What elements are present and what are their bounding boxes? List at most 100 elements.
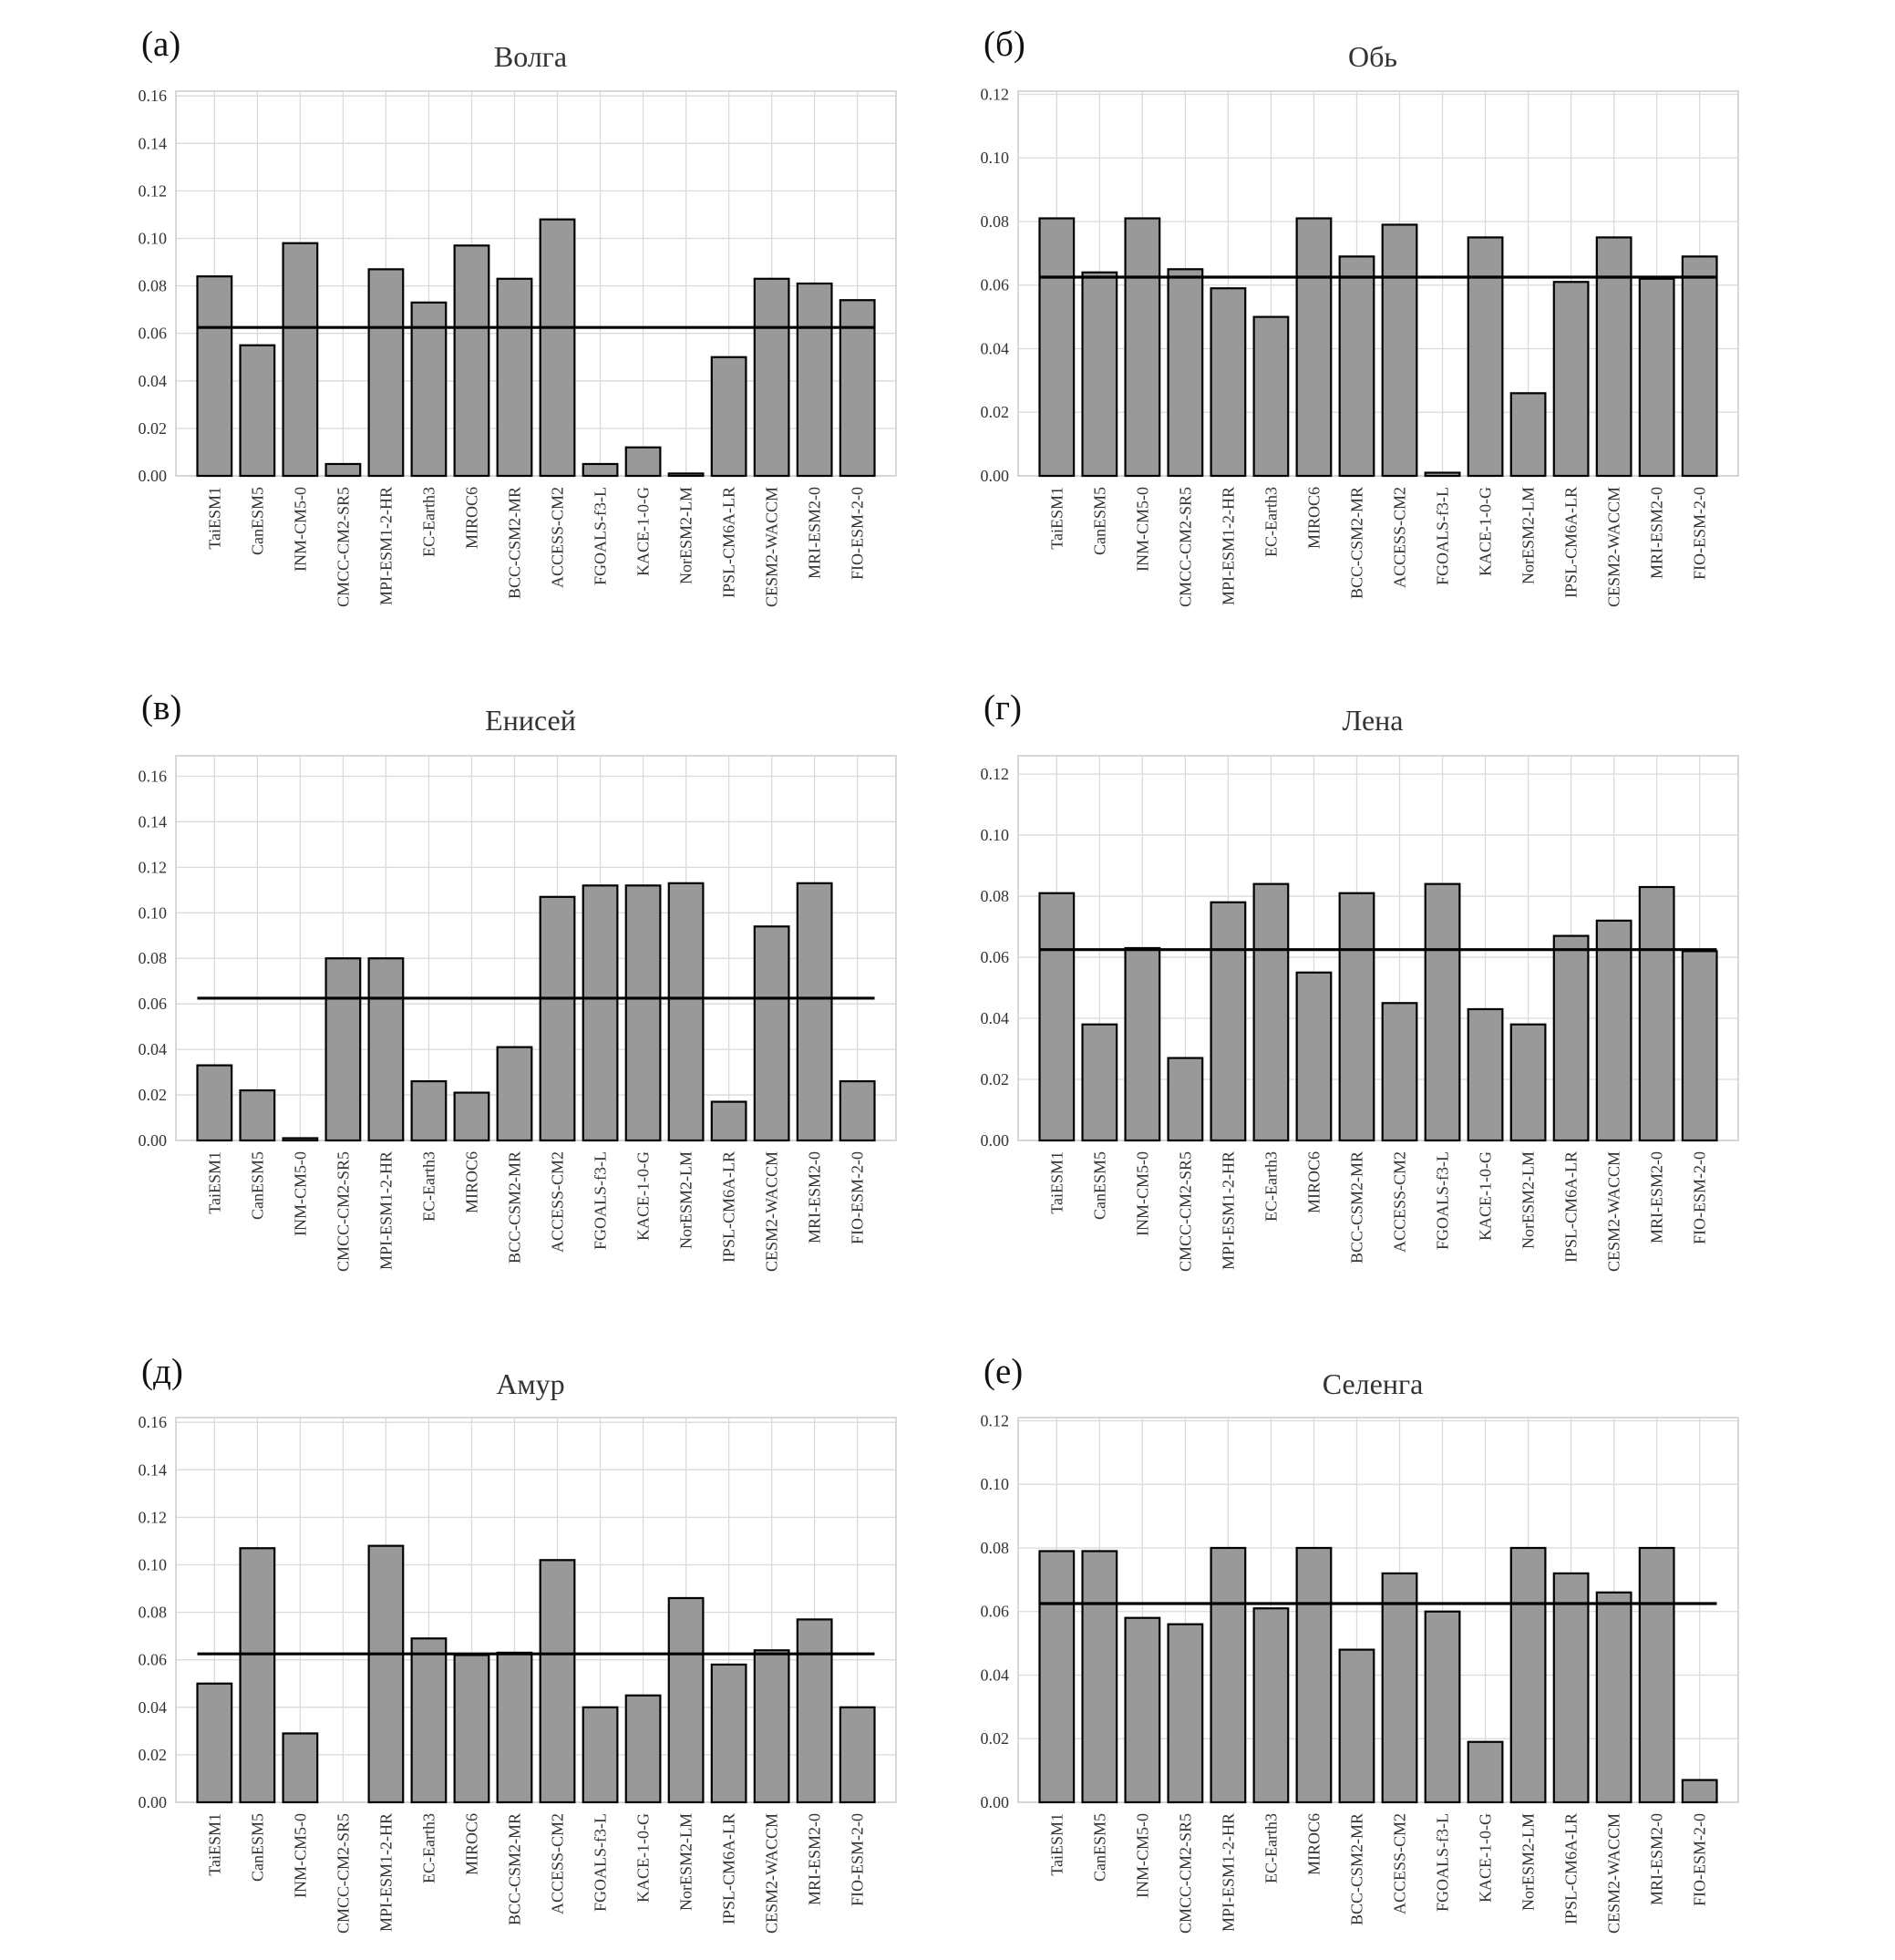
x-tick-label: INM-CM5-0 [1133, 1151, 1151, 1236]
y-tick-label: 0.06 [139, 1651, 168, 1669]
bar [1295, 1546, 1333, 1804]
x-tick-label: ACCESS-CM2 [549, 1151, 567, 1253]
bar-chart-ob: 0.00 0.02 0.04 0.06 0.08 0.10 0.12 TaiESM1 CanES… [981, 85, 1739, 607]
x-tick-label: MPI-ESM1-2-HR [376, 1151, 395, 1270]
bar [753, 277, 790, 478]
y-tick-label: 0.04 [139, 372, 168, 390]
bar [453, 244, 490, 478]
axes-frame [175, 1417, 897, 1803]
bar [453, 1654, 490, 1804]
x-tick-label: KACE-1-0-G [634, 1813, 653, 1903]
y-tick-label: 0.08 [139, 1604, 168, 1622]
x-tick-label: NorESM2-LM [1519, 1813, 1538, 1911]
x-tick-label: INM-CM5-0 [1133, 487, 1151, 572]
bar [1338, 255, 1375, 478]
y-tick-label: 0.16 [139, 767, 168, 785]
y-tick-label: 0.00 [981, 467, 1010, 485]
x-tick-label: TaiESM1 [205, 487, 223, 550]
x-tick-label: CMCC-CM2-SR5 [334, 487, 352, 607]
bar [410, 1079, 448, 1142]
bar [1509, 392, 1547, 478]
x-tick-label: BCC-CSM2-MR [505, 1151, 523, 1264]
x-tick-label: BCC-CSM2-MR [1347, 1151, 1365, 1264]
x-tick-label: FIO-ESM-2-0 [1691, 1151, 1709, 1244]
panel-letter: (б) [984, 25, 1025, 64]
bar [1338, 892, 1375, 1142]
bar [1381, 223, 1418, 478]
x-tick-label: IPSL-CM6A-LR [720, 487, 738, 598]
panel-letter: (д) [141, 1352, 183, 1391]
bar [1252, 315, 1290, 478]
x-tick-label: EC-Earth3 [419, 1813, 438, 1883]
x-tick-label: FIO-ESM-2-0 [849, 1813, 867, 1906]
bar [1252, 882, 1290, 1142]
bar-chart-yenisei: 0.00 0.02 0.04 0.06 0.08 0.10 0.12 0.14 0.16 TaiE… [139, 755, 897, 1272]
x-tick-label: BCC-CSM2-MR [1347, 1813, 1365, 1925]
x-tick-label: CanESM5 [248, 1813, 266, 1882]
x-tick-label: INM-CM5-0 [291, 1813, 309, 1898]
x-tick-label: ACCESS-CM2 [1391, 487, 1409, 588]
y-tick-label: 0.08 [981, 887, 1010, 905]
x-tick-label: CESM2-WACCM [763, 1151, 781, 1272]
bar [324, 957, 362, 1142]
bar [1467, 1740, 1504, 1804]
bar [1210, 1546, 1247, 1804]
bar-chart-lena: 0.00 0.02 0.04 0.06 0.08 0.10 0.12 TaiESM1 CanES… [981, 755, 1739, 1272]
bar [1638, 1546, 1675, 1804]
bar [1552, 1572, 1590, 1804]
bar [1210, 287, 1247, 478]
y-tick-label: 0.04 [981, 1009, 1010, 1027]
x-tick-label: CanESM5 [1090, 487, 1108, 555]
x-tick-label: MPI-ESM1-2-HR [1219, 487, 1237, 605]
x-tick-label: CESM2-WACCM [1605, 1151, 1623, 1272]
x-tick-label: MIROC6 [1304, 487, 1323, 549]
bar [324, 462, 362, 478]
bar [410, 301, 448, 478]
x-tick-label: MRI-ESM2-0 [806, 1813, 824, 1905]
y-tick-label: 0.16 [139, 1413, 168, 1431]
x-tick-label: FGOALS-f3-L [592, 1151, 610, 1250]
bar [1595, 236, 1632, 478]
x-tick-label: CESM2-WACCM [763, 487, 781, 607]
bar [1381, 1002, 1418, 1142]
bar [796, 282, 833, 478]
x-tick-label: MRI-ESM2-0 [806, 1151, 824, 1243]
x-tick-label: NorESM2-LM [677, 487, 695, 584]
x-tick-label: IPSL-CM6A-LR [720, 1151, 738, 1263]
x-tick-label: FGOALS-f3-L [592, 1813, 610, 1912]
x-tick-label: CMCC-CM2-SR5 [1176, 1813, 1194, 1934]
bar [1210, 901, 1247, 1142]
bar [1124, 217, 1161, 478]
bar [282, 1732, 319, 1804]
bar [1638, 277, 1675, 478]
y-tick-label: 0.16 [139, 87, 168, 105]
x-tick-label: ACCESS-CM2 [1391, 1151, 1409, 1253]
y-tick-label: 0.02 [981, 1070, 1010, 1088]
bar [367, 1544, 405, 1804]
y-tick-label: 0.02 [981, 1729, 1010, 1748]
bar [196, 1682, 233, 1804]
panel-title: Волга [493, 40, 568, 73]
x-tick-label: MRI-ESM2-0 [806, 487, 824, 579]
y-tick-label: 0.02 [139, 419, 168, 438]
y-tick-label: 0.02 [139, 1086, 168, 1104]
x-tick-label: CanESM5 [248, 1151, 266, 1220]
bar [1424, 1610, 1461, 1804]
bar [1038, 1550, 1076, 1804]
bar [196, 1064, 233, 1142]
y-tick-label: 0.00 [139, 1131, 168, 1150]
x-tick-label: CMCC-CM2-SR5 [334, 1813, 352, 1934]
y-tick-label: 0.00 [139, 1793, 168, 1811]
y-tick-label: 0.04 [139, 1698, 168, 1717]
x-tick-label: MPI-ESM1-2-HR [1219, 1813, 1237, 1932]
bar [1595, 1591, 1632, 1804]
y-tick-label: 0.06 [981, 1603, 1010, 1621]
x-tick-label: TaiESM1 [1047, 1813, 1066, 1876]
bar [196, 275, 233, 478]
x-tick-label: MRI-ESM2-0 [1648, 487, 1666, 579]
bar [582, 462, 619, 478]
x-tick-label: INM-CM5-0 [291, 487, 309, 572]
y-tick-label: 0.00 [139, 467, 168, 485]
y-tick-label: 0.14 [139, 134, 168, 152]
bar [1424, 882, 1461, 1142]
